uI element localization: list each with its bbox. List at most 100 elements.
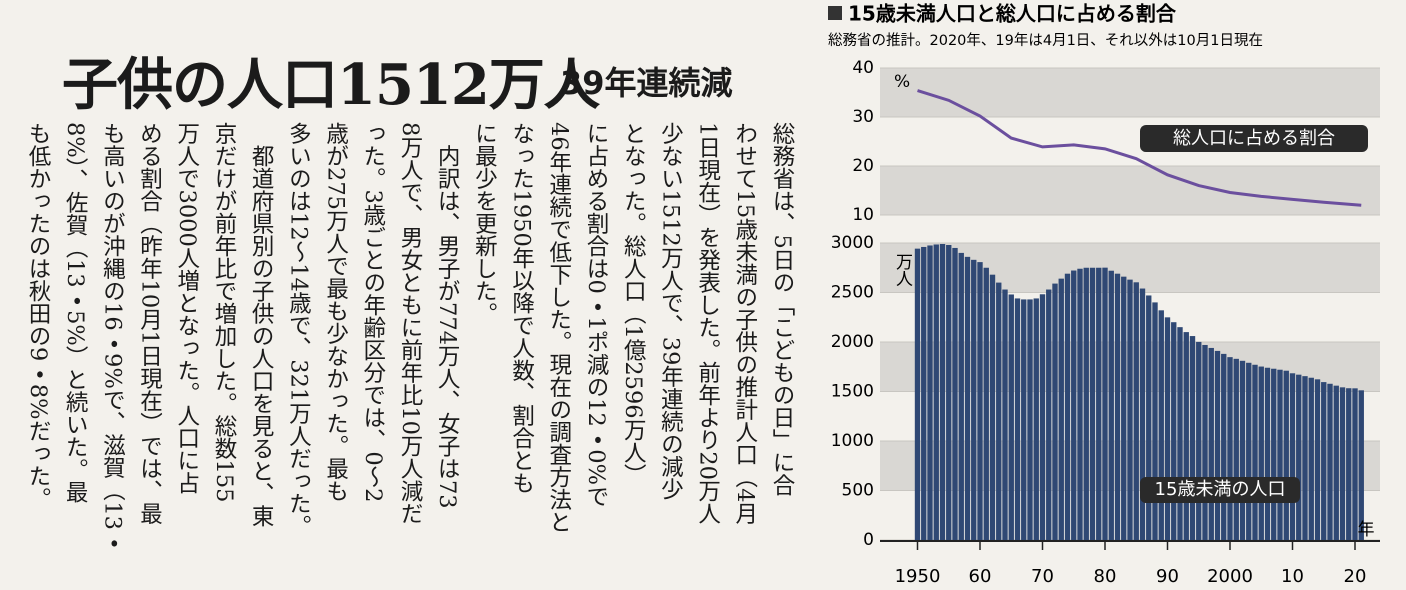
- series-label: 15歳未満の人口: [1155, 479, 1286, 500]
- x-tick-label: 80: [1094, 566, 1117, 587]
- bar: [1302, 376, 1308, 540]
- bar: [1239, 360, 1246, 540]
- subheadline: 39年連続減: [560, 64, 733, 102]
- text-column: に占める割合は0・1ポ減の12・0%で: [582, 122, 609, 508]
- bar: [1089, 267, 1096, 540]
- bar: [1171, 322, 1177, 540]
- text-column: 多いのは12～14歳で、321万人だった。: [285, 122, 312, 538]
- text-column: 内訳は、男子が774万人、女子は73: [434, 122, 461, 509]
- series-label-bg: [1140, 125, 1368, 152]
- bar: [1252, 364, 1258, 540]
- text-column: に最少を更新した。: [471, 122, 498, 325]
- text-column: った。3歳ごとの年齢区分では、0～2: [359, 122, 386, 503]
- bar: [1333, 385, 1339, 540]
- bar: [921, 246, 927, 540]
- bar: [1114, 273, 1121, 540]
- bar: [1064, 273, 1071, 540]
- headline: 子供の人口1512万人: [62, 52, 600, 118]
- y-tick-label: 20: [852, 156, 874, 176]
- y-tick-label: 2000: [831, 332, 874, 352]
- y-tick-label: 0: [863, 530, 874, 550]
- y-tick-label: 1500: [831, 382, 874, 402]
- y-tick-label: 500: [842, 481, 874, 501]
- series-label-bg: [1140, 477, 1300, 503]
- bar: [958, 252, 964, 540]
- y-tick-label: 30: [852, 107, 874, 127]
- chart-subtitle: 総務省の推計。2020年、19年は4月1日、それ以外は10月1日現在: [828, 32, 1263, 49]
- bar: [1358, 390, 1364, 540]
- bar: [1177, 327, 1183, 540]
- bar: [1221, 353, 1227, 540]
- bar: [1339, 387, 1346, 540]
- bar: [1102, 267, 1108, 540]
- bar: [1127, 279, 1133, 540]
- bar: [1196, 341, 1202, 540]
- text-column: 1日現在）を発表した。前年より20万人: [694, 122, 721, 525]
- text-column: となった。総人口（1億2596万人）: [620, 122, 647, 487]
- x-unit: 年: [1358, 520, 1375, 540]
- bar: [914, 248, 921, 540]
- bar: [964, 256, 971, 540]
- bar: [939, 243, 946, 541]
- bar: [1352, 388, 1358, 540]
- bar: [1033, 298, 1039, 540]
- x-tick-label: 1950: [895, 566, 941, 587]
- bar: [946, 244, 952, 541]
- bar: [1071, 270, 1077, 540]
- x-tick-label: 70: [1031, 566, 1054, 587]
- y-tick-label: 10: [852, 205, 874, 225]
- text-column: 少ない1512万人で、39年連続の減少: [657, 122, 684, 501]
- article-body: 総務省は、5日の「こどもの日」に合 わせて15歳未満の子供の推計人口（4月 1日現在…: [18, 122, 800, 584]
- bar: [1258, 366, 1264, 540]
- series-label: 総人口に占める割合: [1173, 128, 1335, 149]
- bar: [1271, 368, 1277, 540]
- y-unit: %: [894, 72, 910, 92]
- bar: [1058, 278, 1064, 540]
- bar: [983, 267, 989, 540]
- bar: [1214, 350, 1221, 540]
- text-column: 8%）、佐賀（13・5%）と続いた。最: [62, 122, 89, 504]
- text-column: める割合（昨年10月1日現在）では、最: [136, 122, 163, 525]
- bar: [1152, 302, 1158, 540]
- bar: [952, 247, 958, 540]
- text-column: 歳が275万人で最も少なかった。最も: [322, 122, 349, 503]
- text-column: も高いのが沖縄の16・9%で、滋賀（13・: [99, 122, 126, 553]
- text-column: 京だけが前年比で増加した。総数155: [210, 122, 237, 503]
- bar: [1296, 374, 1302, 540]
- y-tick-label: 2500: [831, 283, 874, 303]
- title-icon: [828, 6, 842, 20]
- y-tick-label: 1000: [831, 431, 874, 451]
- y-unit: 万人: [892, 253, 913, 287]
- bar: [1021, 299, 1027, 540]
- bar: [1139, 288, 1146, 540]
- x-tick-label: 10: [1281, 566, 1304, 587]
- text-column: 8万人で、男女ともに前年比10万人減だ: [396, 122, 423, 525]
- bar: [1039, 294, 1046, 540]
- bar: [1208, 347, 1214, 540]
- chart-title: 15歳未満人口と総人口に占める割合: [848, 2, 1177, 26]
- bar: [1014, 298, 1021, 540]
- text-column: 46年連続で低下した。現在の調査方法と: [545, 122, 572, 534]
- bar: [1158, 310, 1164, 540]
- x-tick-label: 60: [969, 566, 992, 587]
- bar: [996, 282, 1002, 540]
- text-column: わせて15歳未満の子供の推計人口（4月: [731, 122, 758, 525]
- text-column: 都道府県別の子供の人口を見ると、東: [248, 122, 275, 528]
- bar: [1008, 294, 1014, 540]
- bar: [1246, 362, 1252, 540]
- bar: [1314, 379, 1321, 540]
- grid-band: [880, 68, 1380, 117]
- bar: [927, 245, 933, 540]
- chart: 15歳未満人口と総人口に占める割合 総務省の推計。2020年、19年は4月1日、…: [828, 2, 1380, 587]
- bar: [1321, 382, 1327, 540]
- y-tick-label: 40: [852, 58, 874, 78]
- bar: [1083, 267, 1089, 540]
- grid-band: [880, 166, 1380, 215]
- x-tick-label: 20: [1344, 566, 1367, 587]
- text-column: なった1950年以降で人数、割合とも: [508, 122, 535, 495]
- bar: [1346, 388, 1352, 540]
- bar: [1283, 370, 1289, 540]
- bar: [989, 274, 996, 540]
- bar: [1133, 282, 1139, 540]
